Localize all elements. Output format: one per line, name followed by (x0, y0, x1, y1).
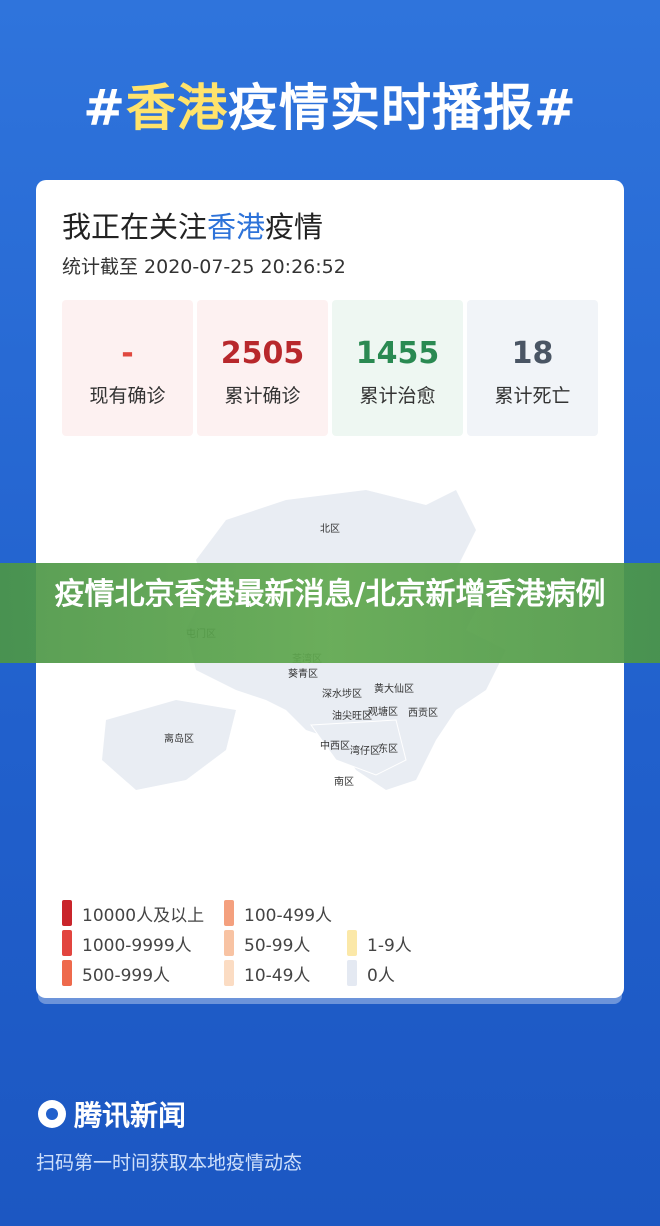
legend-swatch (224, 930, 234, 956)
legend-swatch (62, 900, 72, 926)
island (102, 700, 236, 790)
title-part: 香港 (126, 79, 228, 137)
legend-swatch (62, 930, 72, 956)
district-label: 湾仔区 (350, 746, 380, 757)
legend-swatch (347, 930, 357, 956)
district-label: 观塘区 (368, 707, 398, 718)
legend-swatch (224, 960, 234, 986)
title-part: 疫情实时播报# (228, 79, 577, 137)
stat-label: 累计治愈 (359, 385, 436, 407)
legend-swatch (347, 960, 357, 986)
legend-item: 10-49人 (224, 960, 310, 986)
district-label: 南区 (334, 777, 354, 788)
title-part: 我正在关注 (62, 210, 208, 244)
legend-label: 100-499人 (244, 905, 333, 926)
legend-swatch (62, 960, 72, 986)
legend-swatch (224, 900, 234, 926)
legend-label: 10-49人 (244, 965, 311, 986)
legend-label: 10000人及以上 (82, 905, 205, 926)
district-label: 油尖旺区 (332, 711, 372, 722)
legend-label: 0人 (367, 965, 395, 986)
district-label: 深水埗区 (322, 689, 362, 700)
district-label: 离岛区 (164, 734, 194, 745)
legend-item: 1-9人 (347, 930, 412, 956)
legend: 10000人及以上 1000-9999人 500-999人 100-499人 50-99… (62, 900, 602, 990)
brand-name: 腾讯新闻 (74, 1099, 187, 1132)
district-label: 葵青区 (288, 669, 318, 680)
legend-item: 0人 (347, 960, 395, 986)
legend-item: 500-999人 (62, 960, 170, 986)
header-title: #香港疫情实时播报# (0, 68, 660, 140)
slogan: 扫码第一时间获取本地疫情动态 (36, 1152, 303, 1174)
stat-box: - 现有确诊 (62, 300, 193, 436)
stat-value: 1455 (355, 336, 440, 371)
stat-box: 2505 累计确诊 (197, 300, 328, 436)
stat-box: 18 累计死亡 (467, 300, 598, 436)
district-label: 黄大仙区 (374, 684, 414, 695)
hk-island (310, 719, 407, 776)
banner-title: 疫情北京香港最新消息/北京新增香港病例 (0, 563, 660, 663)
card-title: 我正在关注香港疫情 (62, 204, 323, 246)
stat-value: 18 (511, 336, 554, 371)
legend-label: 1-9人 (367, 935, 412, 956)
title-part: 香港 (207, 210, 266, 244)
stat-box: 1455 累计治愈 (332, 300, 463, 436)
stats: - 现有确诊 2505 累计确诊 1455 累计治愈 18 累计死亡 (62, 300, 598, 436)
timestamp: 统计截至 2020-07-25 20:26:52 (62, 256, 346, 278)
brand-logo (38, 1100, 66, 1128)
district-label: 东区 (378, 744, 398, 755)
district-label: 西贡区 (408, 708, 438, 719)
legend-item: 1000-9999人 (62, 930, 192, 956)
legend-item: 10000人及以上 (62, 900, 204, 926)
stat-label: 累计死亡 (494, 385, 571, 407)
legend-item: 100-499人 (224, 900, 332, 926)
legend-label: 1000-9999人 (82, 935, 192, 956)
stat-label: 现有确诊 (89, 385, 166, 407)
brand: 腾讯新闻 (36, 1094, 186, 1134)
title-part: # (83, 79, 126, 137)
stat-value: - (121, 336, 134, 371)
stat-value: 2505 (220, 336, 305, 371)
legend-item: 50-99人 (224, 930, 310, 956)
district-label: 北区 (320, 524, 340, 535)
legend-label: 50-99人 (244, 935, 311, 956)
title-part: 疫情 (265, 210, 324, 244)
stat-label: 累计确诊 (224, 385, 301, 407)
district-label: 中西区 (320, 741, 350, 752)
legend-label: 500-999人 (82, 965, 171, 986)
